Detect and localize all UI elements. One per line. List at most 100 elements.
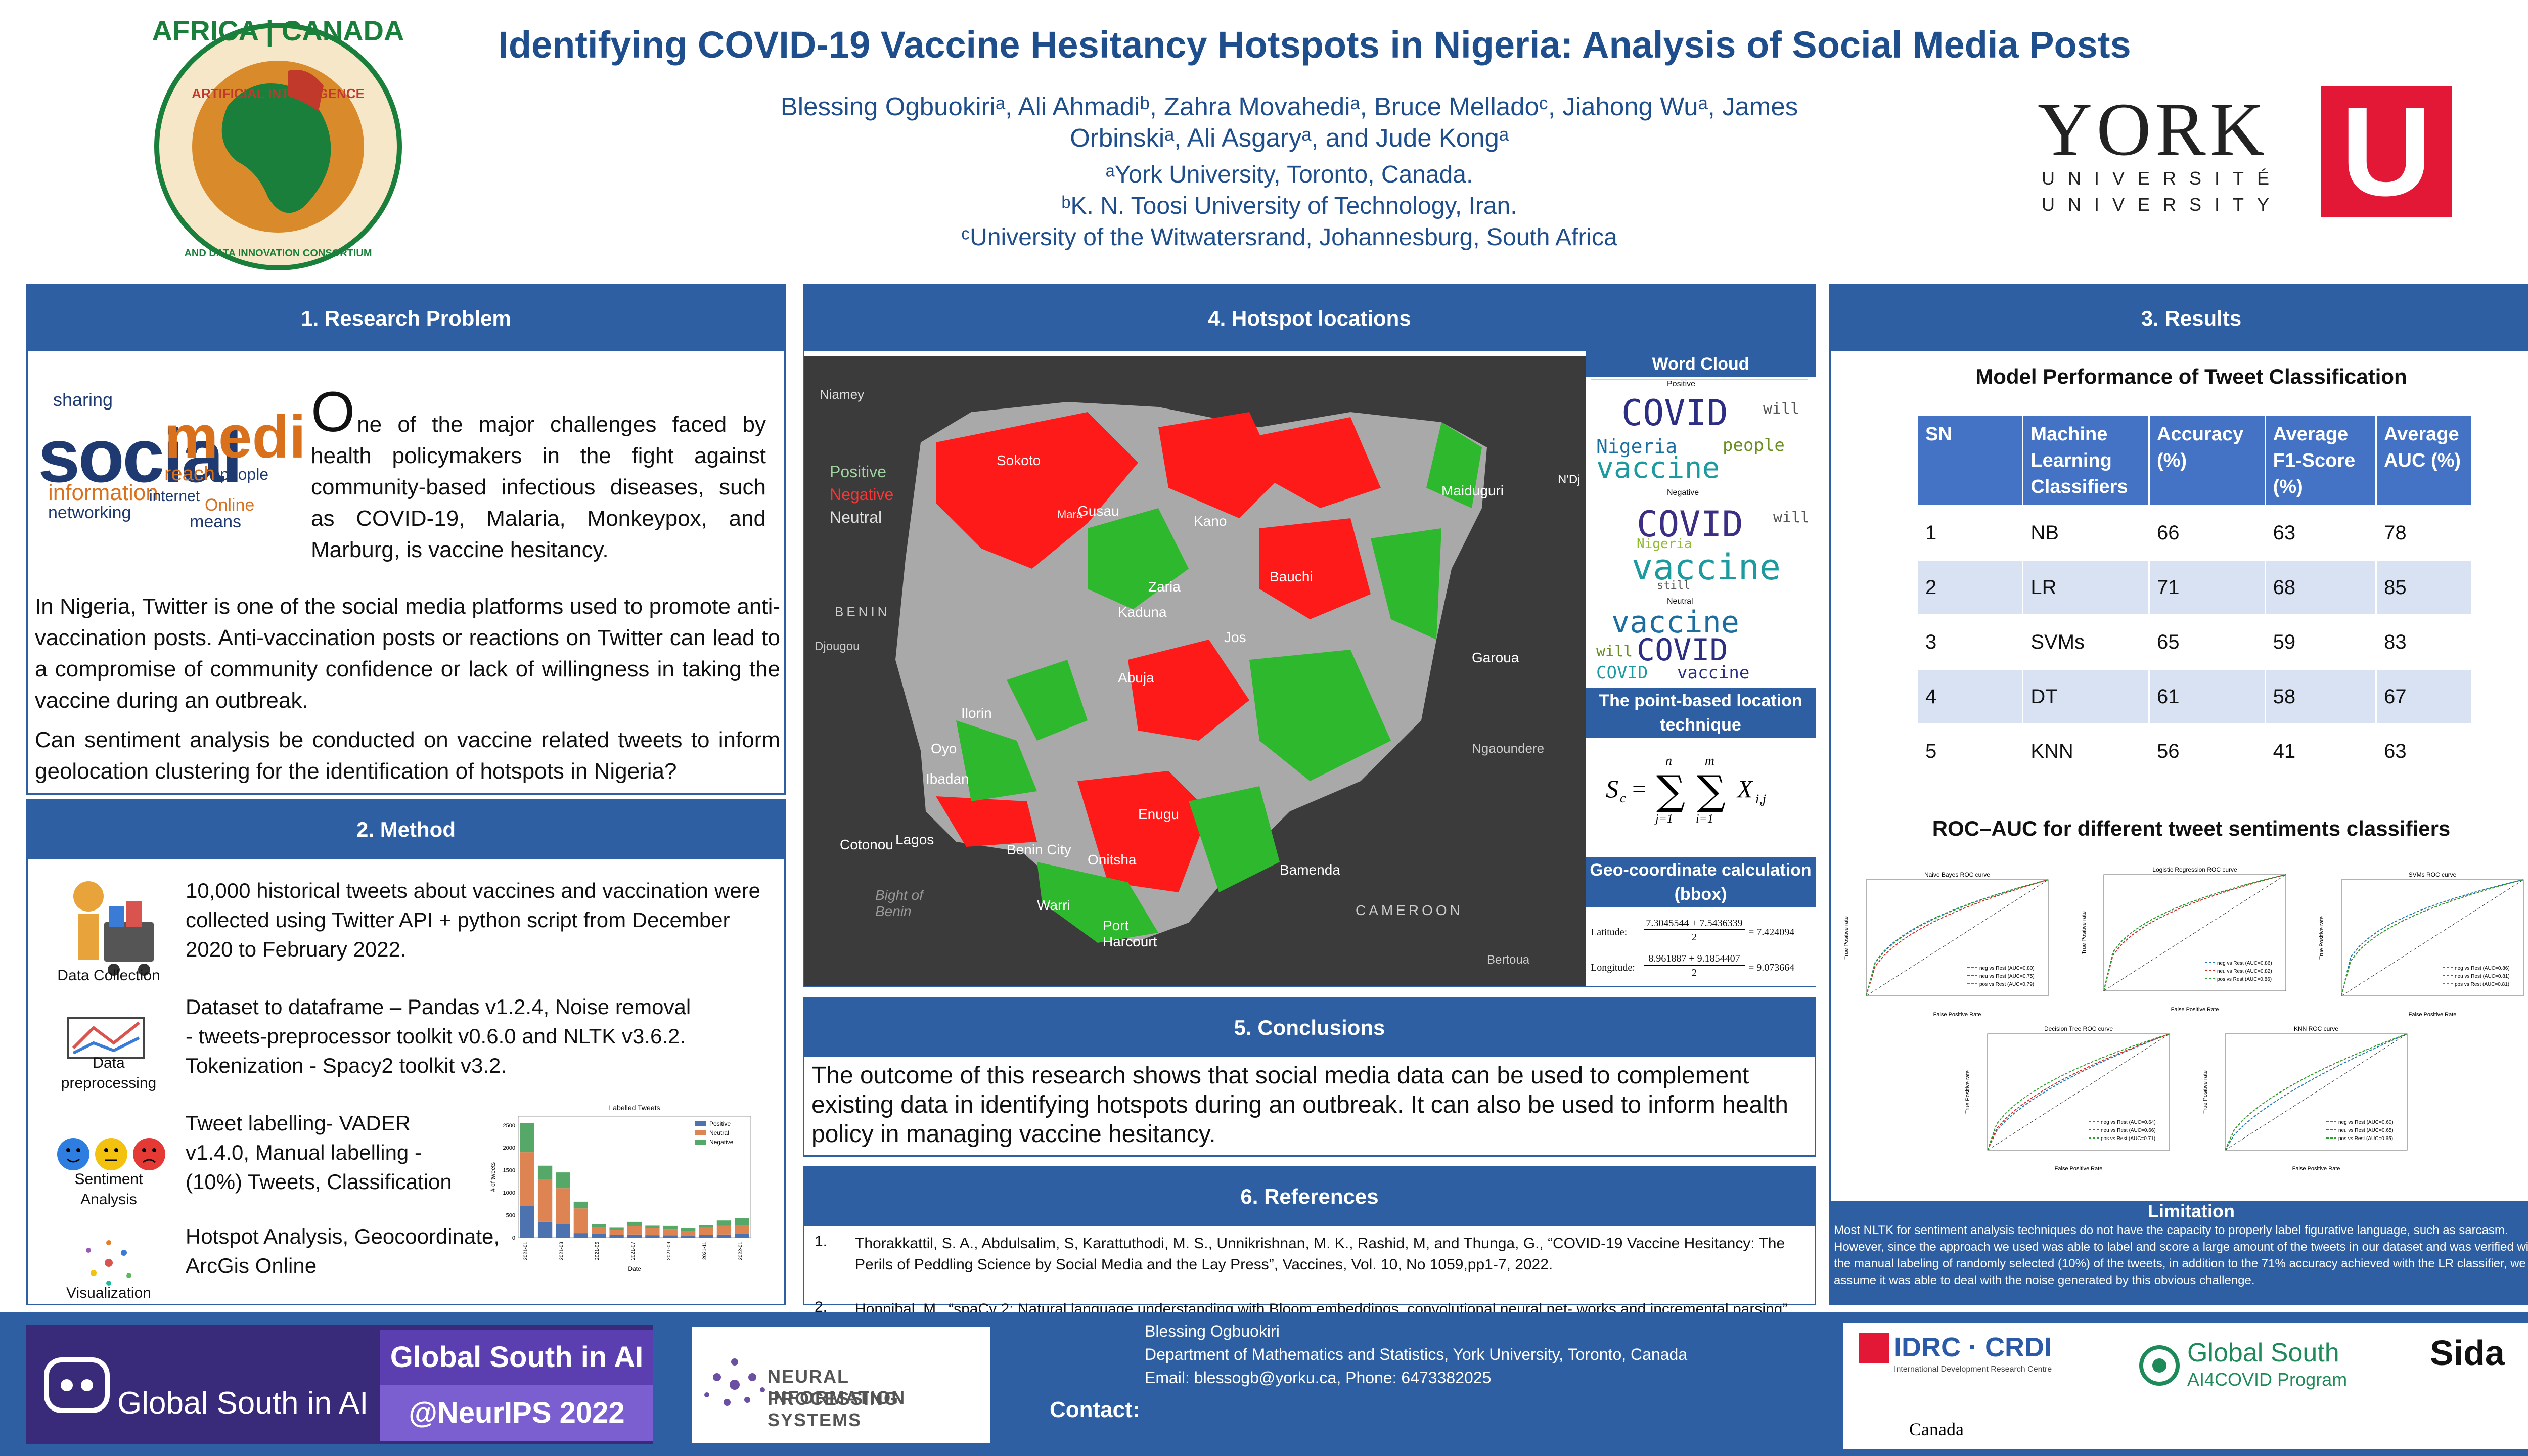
column-header: Average AUC (%) xyxy=(2375,415,2473,507)
cloud-word-social: social xyxy=(38,413,243,498)
bar-segment xyxy=(627,1234,642,1238)
affiliation-3: ᶜUniversity of the Witwatersrand, Johann… xyxy=(961,224,1617,251)
table-cell: 58 xyxy=(2264,669,2377,725)
york-wordmark: YORK xyxy=(2038,87,2269,171)
contact-email-phone[interactable]: Email: blessogb@yorku.ca, Phone: 6473382… xyxy=(1145,1369,1492,1387)
legend-label: Neutral xyxy=(709,1129,729,1136)
roc-legend-label: pos vs Rest (AUC=0.65) xyxy=(2338,1136,2393,1142)
table-header-row: SN Machine Learning Classifiers Accuracy… xyxy=(1916,415,2473,507)
roc-legend-label: pos vs Rest (AUC=0.81) xyxy=(2455,982,2509,987)
table-cell: 1 xyxy=(1916,505,2024,561)
limitation-title: Limitation xyxy=(2148,1201,2235,1221)
bar-segment xyxy=(645,1235,660,1238)
table-cell: 56 xyxy=(2148,723,2266,780)
bar-segment xyxy=(556,1172,570,1189)
bar-segment xyxy=(699,1225,713,1228)
map-label: Abuja xyxy=(1118,670,1154,686)
map-label: Ilorin xyxy=(961,705,992,721)
table-cell: 5 xyxy=(1916,723,2024,780)
cloud-word-reach: reach xyxy=(164,463,215,485)
roc-x-label: False Positive Rate xyxy=(2171,1007,2219,1013)
roc-legend-label: neg vs Rest (AUC=0.86) xyxy=(2217,961,2272,966)
geo-coordinate-title: Geo-coordinate calculation (bbox) xyxy=(1586,857,1816,907)
lat-label: Latitude: xyxy=(1591,927,1628,938)
table-cell: 41 xyxy=(2264,723,2377,780)
wc-positive-label: Positive xyxy=(1667,380,1696,388)
gs-bottom-text: @NeurIPS 2022 xyxy=(380,1385,653,1441)
map-label: Port Harcourt xyxy=(1103,918,1157,949)
table-cell: 2 xyxy=(1916,560,2024,616)
table-cell: 65 xyxy=(2148,614,2266,670)
bar-segment xyxy=(663,1229,678,1236)
bar-segment xyxy=(716,1225,732,1235)
word-cloud-positive: Positive COVID Nigeria vaccine people wi… xyxy=(1591,379,1808,485)
labelled-tweets-chart: Labelled Tweets 0 500 1000 1500 2000 2500 2021-… xyxy=(489,1104,751,1272)
conclusions-heading: 5. Conclusions xyxy=(804,998,1815,1057)
neurips-line-2: PROCESSING SYSTEMS xyxy=(768,1388,899,1430)
cloud-word-people: people xyxy=(220,465,269,483)
table-row: 4 DT 61 58 67 xyxy=(1916,669,2473,725)
y-tick-label: 0 xyxy=(512,1235,515,1241)
bar-segment xyxy=(556,1188,570,1224)
roc-y-label: True Positive rate xyxy=(2081,911,2087,954)
x-tick-label: 2021-03 xyxy=(559,1242,564,1260)
y-tick-label: 1000 xyxy=(503,1190,515,1196)
bar-segment xyxy=(645,1228,660,1236)
bar-segment xyxy=(592,1227,606,1234)
y-tick-label: 1500 xyxy=(503,1168,515,1174)
results-table: SN Machine Learning Classifiers Accuracy… xyxy=(1916,415,2473,780)
table-row: 2 LR 71 68 85 xyxy=(1916,560,2473,616)
wc-word: still xyxy=(1657,579,1691,592)
lon-denominator: 2 xyxy=(1692,967,1697,978)
roc-x-label: False Positive Rate xyxy=(2409,1012,2457,1018)
map-label: Lagos xyxy=(895,832,934,847)
roc-diagonal xyxy=(1987,1033,2170,1151)
bar-segment xyxy=(592,1224,606,1227)
contact-name: Blessing Ogbuokiri xyxy=(1145,1322,1280,1340)
legend-label: Negative xyxy=(709,1139,734,1146)
roc-y-label: True Positive rate xyxy=(2319,916,2325,960)
roc-title: Logistic Regression ROC curve xyxy=(2152,866,2237,873)
bar-segment xyxy=(520,1206,534,1238)
legend-swatch xyxy=(695,1140,706,1145)
roc-legend-label: neu vs Rest (AUC=0.81) xyxy=(2455,974,2510,979)
legend-swatch xyxy=(695,1130,706,1135)
map-label: Garoua xyxy=(1472,650,1519,665)
bar-segment xyxy=(520,1123,534,1153)
legend-label: Positive xyxy=(709,1120,731,1127)
table-cell: 3 xyxy=(1916,614,2024,670)
step-label-visualization: Visualization xyxy=(66,1285,151,1301)
step-label-sentiment: Sentiment Analysis xyxy=(74,1171,143,1208)
research-problem-heading: 1. Research Problem xyxy=(28,286,784,351)
neurips-line-1: NEURAL INFORMATION xyxy=(768,1366,906,1408)
canada-wordmark: Canada xyxy=(1909,1419,1964,1439)
bar-segment xyxy=(735,1218,749,1225)
wc-word: people xyxy=(1723,435,1785,456)
svg-text:c: c xyxy=(1620,791,1626,805)
contact-department: Department of Mathematics and Statistics… xyxy=(1145,1345,1688,1363)
y-tick-label: 2000 xyxy=(503,1145,515,1151)
roc-curve xyxy=(2225,1033,2408,1151)
neurips-logo: NEURAL INFORMATION PROCESSING SYSTEMS xyxy=(692,1327,990,1443)
bar-segment xyxy=(716,1234,732,1238)
roc-diagonal xyxy=(2103,874,2286,991)
roc-legend-label: neu vs Rest (AUC=0.65) xyxy=(2338,1128,2394,1133)
bar-segment xyxy=(573,1201,588,1209)
table-cell: SVMs xyxy=(2022,614,2150,670)
column-header: Accuracy (%) xyxy=(2148,415,2266,507)
svg-text:i,j: i,j xyxy=(1755,792,1766,806)
map-label: Kaduna xyxy=(1118,604,1167,620)
canada-flag-icon xyxy=(1859,1333,1889,1363)
affiliations: ᵃYork University, Toronto, Canada. ᵇK. N… xyxy=(652,159,1926,253)
column-header: Machine Learning Classifiers xyxy=(2022,415,2150,507)
bar-segment xyxy=(537,1179,553,1222)
results-table-title: Model Performance of Tweet Classificatio… xyxy=(1975,365,2407,388)
bar-segment xyxy=(681,1231,696,1236)
wc-word: vaccine xyxy=(1596,450,1720,485)
lat-numerator: 7.3045544 + 7.5436339 xyxy=(1644,918,1745,930)
table-cell: 61 xyxy=(2148,669,2266,725)
nigeria-hotspot-map: Positive Negative Neutral Niamey BENIN D… xyxy=(804,356,1586,986)
map-label: Warri xyxy=(1037,897,1070,913)
x-tick-label: 2021-07 xyxy=(630,1242,636,1260)
york-universite: UNIVERSITÉ xyxy=(2042,168,2283,189)
